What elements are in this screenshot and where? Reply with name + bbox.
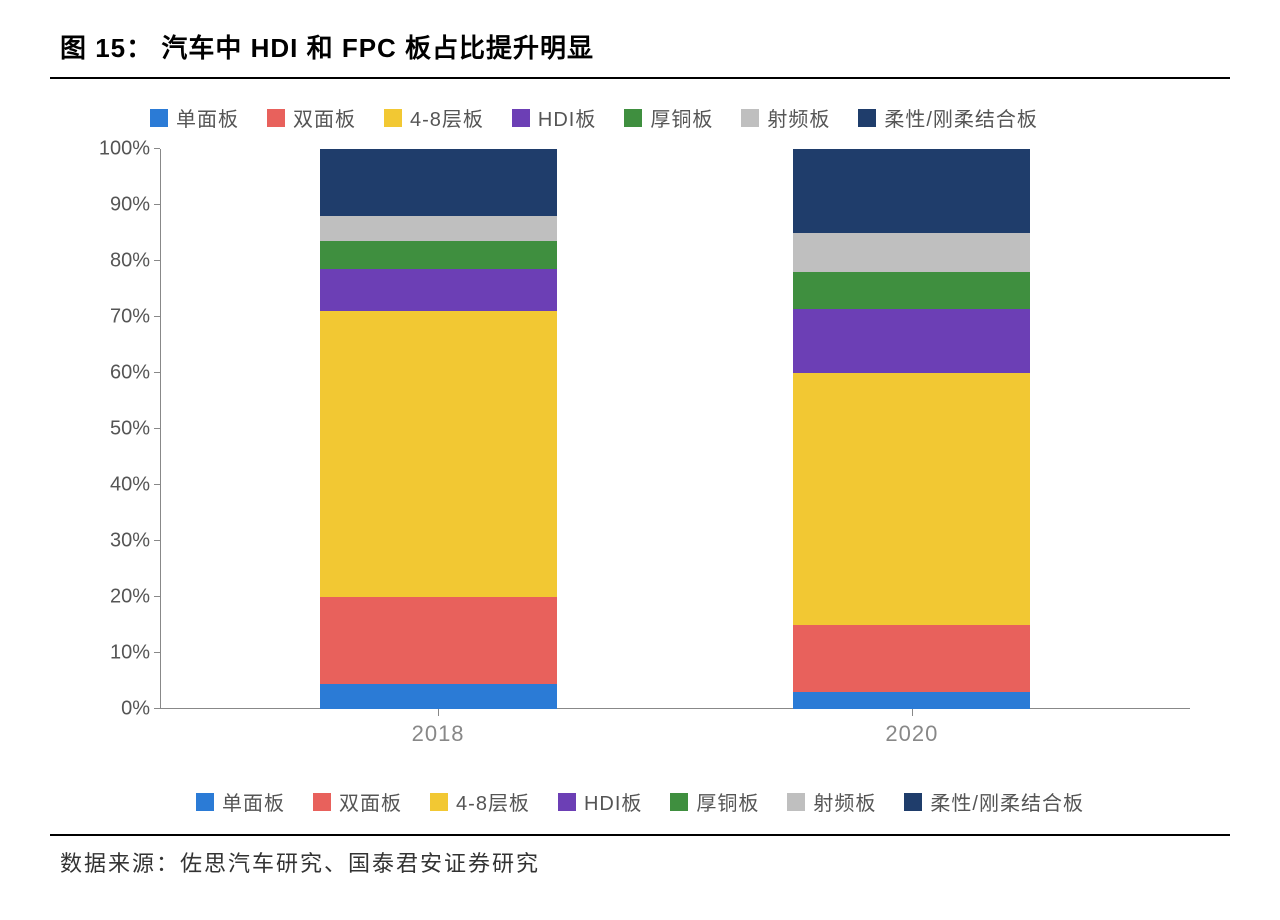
- stacked-bar: 2018: [320, 149, 557, 709]
- chart-area: 单面板双面板4-8层板HDI板厚铜板射频板柔性/刚柔结合板 0%10%20%30…: [50, 89, 1230, 769]
- legend-swatch: [267, 109, 285, 127]
- bar-segment: [320, 241, 557, 269]
- plot-area: 0%10%20%30%40%50%60%70%80%90%100% 201820…: [160, 149, 1190, 709]
- legend-swatch: [430, 793, 448, 811]
- y-tick-label: 80%: [90, 250, 150, 273]
- x-tick-mark: [438, 709, 439, 716]
- legend-item: 4-8层板: [384, 103, 484, 132]
- legend-item: 柔性/刚柔结合板: [904, 787, 1084, 816]
- legend-item: 射频板: [741, 103, 830, 132]
- legend-swatch: [512, 109, 530, 127]
- legend-item: 双面板: [313, 787, 402, 816]
- legend-label: 柔性/刚柔结合板: [930, 787, 1084, 816]
- y-tick-label: 10%: [90, 642, 150, 665]
- bar-segment: [320, 597, 557, 684]
- legend-label: HDI板: [584, 787, 642, 816]
- legend-item: HDI板: [558, 787, 642, 816]
- legend-label: 4-8层板: [410, 103, 484, 132]
- bar-segment: [793, 272, 1030, 308]
- legend-item: 柔性/刚柔结合板: [858, 103, 1038, 132]
- legend-swatch: [858, 109, 876, 127]
- bar-segment: [320, 216, 557, 241]
- bars-layer: 2018 2020: [160, 149, 1190, 709]
- legend-label: 4-8层板: [456, 787, 530, 816]
- legend-item: 4-8层板: [430, 787, 530, 816]
- legend-label: 双面板: [293, 103, 356, 132]
- legend-item: HDI板: [512, 103, 596, 132]
- legend-item: 射频板: [787, 787, 876, 816]
- legend-label: 单面板: [222, 787, 285, 816]
- legend-swatch: [670, 793, 688, 811]
- y-tick-label: 30%: [90, 530, 150, 553]
- bar-segment: [320, 311, 557, 597]
- y-tick-label: 100%: [90, 138, 150, 161]
- figure-container: 图 15： 汽车中 HDI 和 FPC 板占比提升明显 单面板双面板4-8层板H…: [0, 0, 1280, 898]
- y-tick-label: 40%: [90, 474, 150, 497]
- y-tick-label: 70%: [90, 306, 150, 329]
- source-label: 数据来源：佐思汽车研究、国泰君安证券研究: [50, 834, 1230, 878]
- legend-label: HDI板: [538, 103, 596, 132]
- legend-item: 单面板: [196, 787, 285, 816]
- x-category-label: 2018: [412, 721, 465, 747]
- y-tick-label: 20%: [90, 586, 150, 609]
- legend-item: 单面板: [150, 103, 239, 132]
- legend-swatch: [558, 793, 576, 811]
- bar-segment: [793, 373, 1030, 625]
- title-text: 汽车中 HDI 和 FPC 板占比提升明显: [161, 33, 594, 63]
- y-tick-label: 50%: [90, 418, 150, 441]
- legend-label: 单面板: [176, 103, 239, 132]
- y-tick-label: 0%: [90, 698, 150, 721]
- legend-swatch: [313, 793, 331, 811]
- legend-bottom: 单面板 双面板 4-8层板 HDI板 厚铜板 射频板 柔性/刚柔结合板: [50, 769, 1230, 826]
- bar-segment: [320, 149, 557, 216]
- legend-swatch: [384, 109, 402, 127]
- legend-top: 单面板 双面板 4-8层板 HDI板 厚铜板 射频板 柔性/刚柔结合板: [50, 89, 1230, 140]
- figure-title: 图 15： 汽车中 HDI 和 FPC 板占比提升明显: [50, 20, 1230, 79]
- legend-label: 厚铜板: [696, 787, 759, 816]
- legend-item: 厚铜板: [624, 103, 713, 132]
- stacked-bar: 2020: [793, 149, 1030, 709]
- legend-swatch: [904, 793, 922, 811]
- bar-segment: [793, 149, 1030, 233]
- legend-swatch: [150, 109, 168, 127]
- legend-swatch: [787, 793, 805, 811]
- legend-swatch: [624, 109, 642, 127]
- bar-segment: [793, 309, 1030, 373]
- x-tick-mark: [912, 709, 913, 716]
- legend-item: 双面板: [267, 103, 356, 132]
- y-tick-label: 90%: [90, 194, 150, 217]
- bar-segment: [793, 625, 1030, 692]
- legend-label: 柔性/刚柔结合板: [884, 103, 1038, 132]
- y-tick-label: 60%: [90, 362, 150, 385]
- legend-label: 双面板: [339, 787, 402, 816]
- bar-segment: [793, 233, 1030, 272]
- legend-swatch: [741, 109, 759, 127]
- bar-segment: [320, 269, 557, 311]
- title-prefix: 图 15：: [60, 33, 153, 63]
- bar-segment: [793, 692, 1030, 709]
- legend-swatch: [196, 793, 214, 811]
- bar-segment: [320, 684, 557, 709]
- legend-item: 厚铜板: [670, 787, 759, 816]
- x-category-label: 2020: [885, 721, 938, 747]
- legend-label: 厚铜板: [650, 103, 713, 132]
- legend-label: 射频板: [767, 103, 830, 132]
- legend-label: 射频板: [813, 787, 876, 816]
